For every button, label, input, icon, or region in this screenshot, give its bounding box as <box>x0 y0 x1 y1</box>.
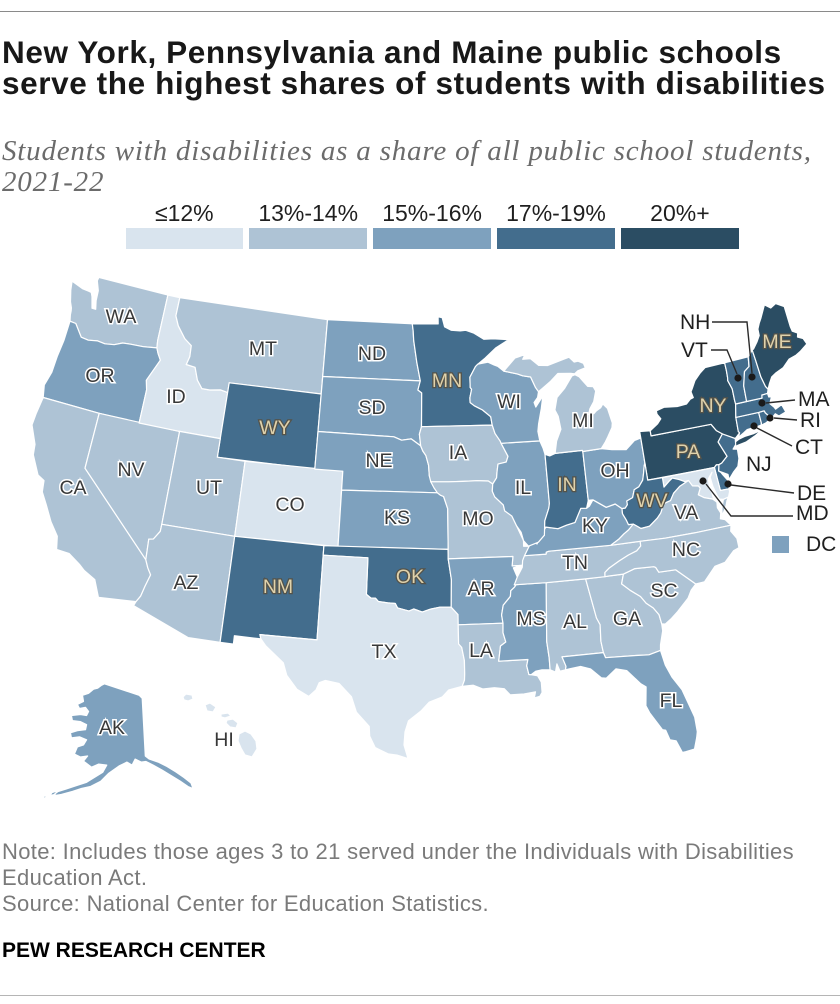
svg-text:DC: DC <box>806 533 836 556</box>
svg-text:LA: LA <box>469 640 493 662</box>
svg-text:FL: FL <box>660 690 683 712</box>
svg-text:NM: NM <box>263 576 293 598</box>
svg-text:NH: NH <box>680 311 710 334</box>
svg-text:WV: WV <box>636 490 667 512</box>
svg-text:VT: VT <box>681 339 708 362</box>
svg-text:MD: MD <box>796 502 829 525</box>
svg-text:UT: UT <box>196 477 222 499</box>
svg-text:TX: TX <box>372 641 397 663</box>
svg-text:IL: IL <box>515 477 531 499</box>
svg-text:TN: TN <box>562 552 588 574</box>
svg-text:ME: ME <box>762 331 791 353</box>
svg-text:RI: RI <box>800 409 821 432</box>
svg-text:KS: KS <box>384 507 410 529</box>
svg-text:AL: AL <box>563 611 587 633</box>
svg-text:AK: AK <box>99 717 125 739</box>
svg-text:IN: IN <box>557 474 577 496</box>
svg-text:ND: ND <box>358 343 386 365</box>
svg-text:SC: SC <box>650 580 677 602</box>
svg-text:AZ: AZ <box>174 572 199 594</box>
svg-text:MN: MN <box>432 370 462 392</box>
svg-text:NY: NY <box>699 395 726 417</box>
svg-text:CO: CO <box>275 494 304 516</box>
svg-text:MI: MI <box>572 410 594 432</box>
svg-text:CT: CT <box>795 436 823 459</box>
svg-text:KY: KY <box>582 515 608 537</box>
svg-text:MT: MT <box>249 338 277 360</box>
svg-text:CA: CA <box>59 477 86 499</box>
svg-text:MS: MS <box>516 608 545 630</box>
svg-text:NC: NC <box>672 539 700 561</box>
svg-text:IA: IA <box>449 442 467 464</box>
svg-text:OR: OR <box>85 365 114 387</box>
svg-text:SD: SD <box>358 397 385 419</box>
svg-text:WI: WI <box>497 391 521 413</box>
svg-text:MO: MO <box>462 508 493 530</box>
svg-text:MA: MA <box>798 388 830 411</box>
svg-text:VA: VA <box>674 502 699 524</box>
svg-text:HI: HI <box>214 729 234 751</box>
svg-text:OK: OK <box>396 566 424 588</box>
svg-text:NE: NE <box>365 450 392 472</box>
svg-text:DE: DE <box>797 482 826 505</box>
svg-text:NV: NV <box>117 459 144 481</box>
svg-text:WY: WY <box>259 417 290 439</box>
svg-text:GA: GA <box>613 608 641 630</box>
svg-text:NJ: NJ <box>746 453 772 476</box>
svg-text:AR: AR <box>467 578 494 600</box>
svg-text:ID: ID <box>166 386 186 408</box>
svg-text:OH: OH <box>600 460 629 482</box>
svg-text:WA: WA <box>106 306 137 328</box>
svg-text:PA: PA <box>676 441 701 463</box>
